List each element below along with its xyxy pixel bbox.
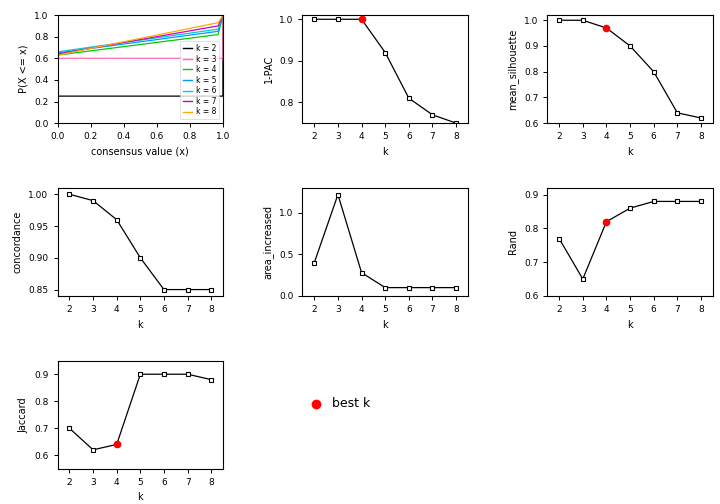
Y-axis label: 1-PAC: 1-PAC [264, 55, 274, 83]
X-axis label: consensus value (x): consensus value (x) [91, 147, 189, 157]
Legend: k = 2, k = 3, k = 4, k = 5, k = 6, k = 7, k = 8: k = 2, k = 3, k = 4, k = 5, k = 6, k = 7… [179, 41, 219, 119]
X-axis label: k: k [382, 320, 388, 330]
Y-axis label: Jaccard: Jaccard [19, 397, 29, 432]
Text: best k: best k [332, 398, 371, 410]
X-axis label: k: k [627, 320, 633, 330]
Y-axis label: P(X <= x): P(X <= x) [19, 45, 29, 93]
X-axis label: k: k [138, 320, 143, 330]
Y-axis label: concordance: concordance [13, 211, 23, 273]
X-axis label: k: k [382, 147, 388, 157]
X-axis label: k: k [627, 147, 633, 157]
X-axis label: k: k [138, 492, 143, 502]
Y-axis label: Rand: Rand [508, 229, 518, 255]
Y-axis label: area_increased: area_increased [263, 205, 274, 279]
Y-axis label: mean_silhouette: mean_silhouette [508, 28, 518, 110]
